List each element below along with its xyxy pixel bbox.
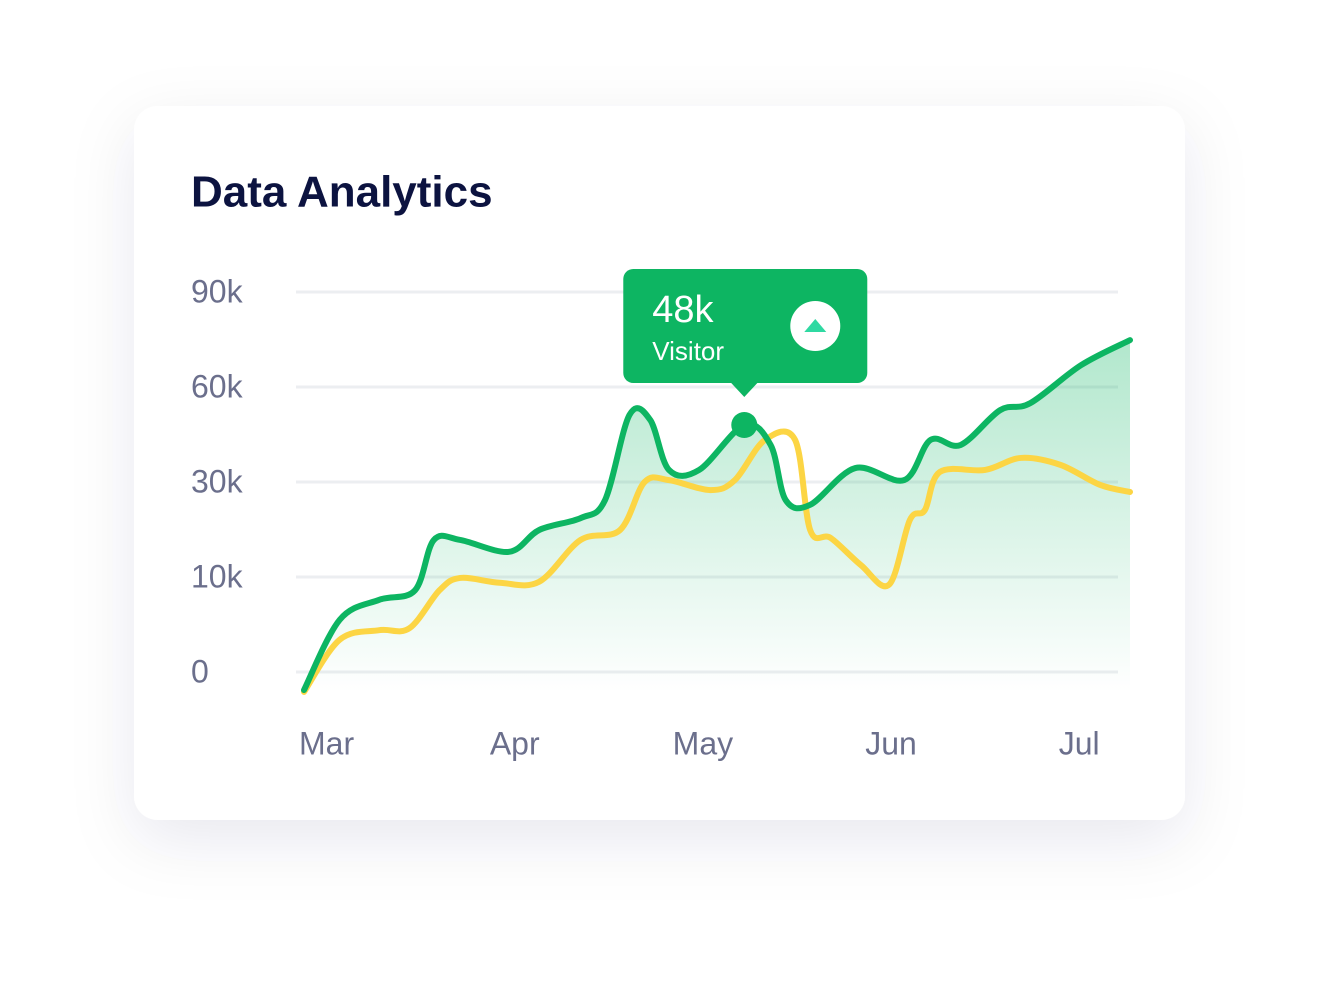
line — [301, 337, 1133, 694]
x-tick-label: May — [673, 725, 733, 761]
x-tick-label: Apr — [490, 725, 540, 761]
highlight-dot — [731, 412, 758, 438]
y-tick-label: 60k — [191, 368, 244, 404]
tooltip-caption: Visitor — [652, 336, 724, 366]
y-tick-label: 30k — [191, 463, 244, 499]
x-tick-label: Jun — [865, 725, 917, 761]
tooltip-box — [623, 269, 868, 383]
x-tick-label: Mar — [299, 725, 354, 761]
line — [301, 428, 1133, 695]
y-tick-label: 10k — [191, 558, 244, 594]
x-tick-label: Jul — [1059, 725, 1100, 761]
chart-title: Data Analytics — [191, 168, 493, 217]
y-tick-label: 90k — [191, 273, 244, 309]
area — [304, 340, 1130, 692]
y-tick-label: 0 — [191, 653, 209, 689]
tooltip-value: 48k — [652, 289, 714, 331]
tooltip-pointer — [730, 382, 759, 397]
trend-arrow — [804, 319, 827, 332]
